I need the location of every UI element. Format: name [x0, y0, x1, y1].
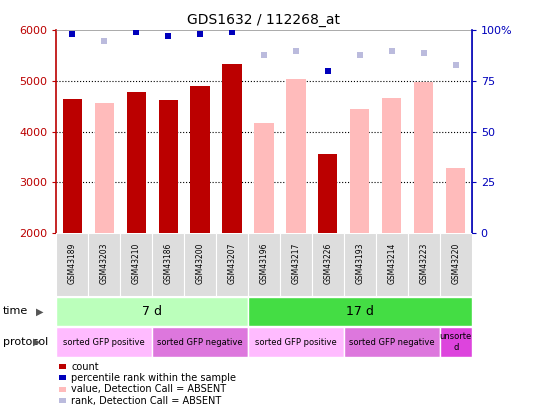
Bar	[248, 327, 344, 357]
Bar	[376, 233, 408, 296]
Bar	[56, 327, 152, 357]
Text: protocol: protocol	[3, 337, 48, 347]
Bar	[446, 168, 465, 233]
Bar	[152, 233, 184, 296]
Text: 7 d: 7 d	[142, 305, 162, 318]
Bar	[248, 297, 472, 326]
Text: GSM43189: GSM43189	[68, 242, 77, 284]
Bar	[126, 92, 146, 233]
Point	[100, 37, 108, 44]
Text: count: count	[71, 362, 99, 371]
Bar	[248, 233, 280, 296]
Text: percentile rank within the sample: percentile rank within the sample	[71, 373, 236, 383]
Point	[228, 29, 236, 36]
Text: GSM43210: GSM43210	[132, 242, 140, 284]
Text: unsorte
d: unsorte d	[440, 333, 472, 352]
Bar	[350, 109, 369, 233]
Text: GSM43200: GSM43200	[196, 242, 205, 284]
Text: GSM43220: GSM43220	[451, 242, 460, 284]
Point	[164, 33, 173, 40]
Bar	[382, 98, 401, 233]
Point	[420, 49, 428, 56]
Bar	[414, 81, 433, 233]
Bar	[318, 154, 338, 233]
Text: GSM43217: GSM43217	[292, 242, 301, 284]
Text: sorted GFP negative: sorted GFP negative	[157, 337, 243, 347]
Point	[355, 51, 364, 58]
Text: GSM43193: GSM43193	[355, 242, 364, 284]
Point	[388, 47, 396, 54]
Bar	[440, 327, 472, 357]
Bar	[216, 233, 248, 296]
Text: ▶: ▶	[36, 307, 44, 316]
Bar	[120, 233, 152, 296]
Point	[196, 31, 204, 38]
Text: GSM43223: GSM43223	[419, 242, 428, 284]
Text: time: time	[3, 307, 28, 316]
Text: sorted GFP positive: sorted GFP positive	[63, 337, 145, 347]
Title: GDS1632 / 112268_at: GDS1632 / 112268_at	[188, 13, 340, 27]
Bar	[286, 79, 306, 233]
Text: GSM43196: GSM43196	[259, 242, 269, 284]
Bar	[190, 86, 210, 233]
Bar	[56, 233, 88, 296]
Text: GSM43186: GSM43186	[163, 242, 173, 284]
Point	[132, 29, 140, 36]
Point	[260, 51, 269, 58]
Bar	[95, 103, 114, 233]
Text: GSM43203: GSM43203	[100, 242, 109, 284]
Bar	[255, 122, 273, 233]
Text: sorted GFP negative: sorted GFP negative	[349, 337, 435, 347]
Text: GSM43207: GSM43207	[227, 242, 236, 284]
Bar	[88, 233, 120, 296]
Text: rank, Detection Call = ABSENT: rank, Detection Call = ABSENT	[71, 396, 221, 405]
Bar	[344, 327, 440, 357]
Point	[292, 47, 300, 54]
Bar	[408, 233, 440, 296]
Text: ▶: ▶	[33, 337, 41, 347]
Text: sorted GFP positive: sorted GFP positive	[255, 337, 337, 347]
Point	[451, 62, 460, 68]
Bar	[440, 233, 472, 296]
Bar	[159, 100, 178, 233]
Bar	[280, 233, 312, 296]
Bar	[344, 233, 376, 296]
Bar	[184, 233, 216, 296]
Point	[68, 31, 77, 38]
Bar	[312, 233, 344, 296]
Bar	[152, 327, 248, 357]
Text: GSM43214: GSM43214	[388, 242, 396, 284]
Text: value, Detection Call = ABSENT: value, Detection Call = ABSENT	[71, 384, 226, 394]
Point	[324, 68, 332, 74]
Text: 17 d: 17 d	[346, 305, 374, 318]
Bar	[63, 99, 82, 233]
Bar	[222, 64, 242, 233]
Text: GSM43226: GSM43226	[323, 242, 332, 284]
Bar	[56, 297, 248, 326]
